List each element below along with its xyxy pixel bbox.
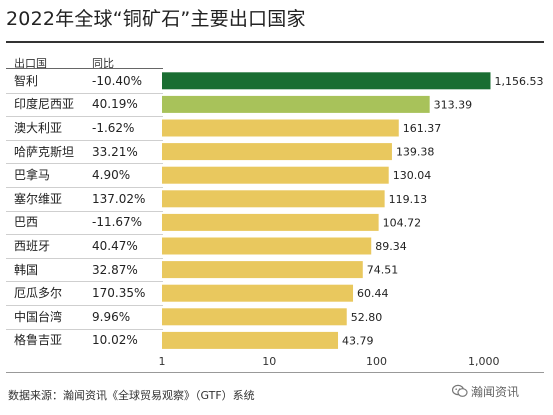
- watermark-text: 瀚闻资讯: [471, 385, 520, 399]
- row-divider: [6, 281, 163, 283]
- country-label: 中国台湾: [14, 309, 63, 324]
- country-label: 厄瓜多尔: [14, 286, 63, 301]
- country-label: 巴西: [14, 215, 39, 230]
- bar-value-label: 161.37: [403, 122, 442, 135]
- bar: [162, 72, 491, 90]
- country-label: 韩国: [14, 262, 39, 277]
- row-divider: [6, 163, 163, 165]
- row-divider: [6, 305, 163, 306]
- bar-value-label: 43.79: [342, 334, 374, 347]
- yoy-change: 9.96%: [92, 309, 131, 324]
- country-label: 西班牙: [14, 239, 51, 253]
- yoy-change: 4.90%: [92, 168, 131, 183]
- country-label: 智利: [14, 73, 39, 88]
- bar: [162, 308, 347, 326]
- yoy-change: 33.21%: [92, 144, 138, 159]
- yoy-change: 170.35%: [92, 286, 146, 301]
- yoy-change: -1.62%: [92, 121, 135, 135]
- bar: [162, 143, 392, 161]
- row-divider: [6, 92, 163, 94]
- column-header-change: 同比: [92, 57, 114, 70]
- bar-value-label: 139.38: [396, 146, 435, 159]
- bar-value-label: 1,156.53: [494, 75, 543, 88]
- bar: [162, 190, 385, 208]
- bar: [162, 237, 372, 255]
- x-tick-label: 1,000: [468, 355, 500, 368]
- column-header-country: 出口国: [14, 57, 47, 70]
- row-divider: [6, 328, 163, 330]
- yoy-change: 40.19%: [92, 97, 138, 112]
- bar-value-label: 130.04: [393, 169, 432, 182]
- yoy-change: -10.40%: [92, 73, 143, 88]
- bar-value-label: 104.72: [383, 216, 422, 229]
- x-tick-label: 10: [262, 355, 276, 368]
- bar: [162, 213, 379, 231]
- country-label: 哈萨克斯坦: [14, 144, 75, 159]
- bar-value-label: 313.39: [434, 98, 473, 111]
- bar-value-label: 119.13: [389, 193, 428, 206]
- country-label: 格鲁吉亚: [14, 333, 63, 348]
- row-divider: [6, 210, 163, 212]
- row-divider: [6, 257, 163, 259]
- row-divider: [6, 187, 163, 188]
- bar: [162, 95, 430, 113]
- country-label: 澳大利亚: [14, 121, 63, 135]
- bar-value-label: 74.51: [367, 264, 399, 277]
- yoy-change: 137.02%: [92, 191, 146, 206]
- footer-divider: [6, 372, 544, 373]
- wechat-icon: [451, 384, 468, 401]
- country-label: 塞尔维亚: [14, 191, 63, 206]
- bar-value-label: 60.44: [357, 287, 389, 300]
- data-source-note: 数据来源：瀚闻资讯《全球贸易观察》（GTF）系统: [8, 389, 255, 402]
- country-label: 巴拿马: [14, 168, 51, 183]
- bar-value-label: 52.80: [351, 311, 383, 324]
- title-divider: [6, 41, 544, 43]
- x-tick-label: 1: [159, 355, 166, 368]
- bar: [162, 331, 339, 349]
- header-divider: [6, 68, 163, 69]
- bar-value-label: 89.34: [375, 240, 407, 253]
- yoy-change: 40.47%: [92, 239, 138, 253]
- x-tick-label: 100: [366, 355, 387, 368]
- bar: [162, 166, 389, 184]
- yoy-change: -11.67%: [92, 215, 143, 230]
- yoy-change: 10.02%: [92, 333, 138, 348]
- bar: [162, 261, 363, 279]
- row-divider: [6, 139, 163, 141]
- yoy-change: 32.87%: [92, 262, 138, 277]
- chart-title: 2022年全球“铜矿石”主要出口国家: [6, 8, 306, 30]
- row-divider: [6, 234, 163, 236]
- watermark: 瀚闻资讯: [451, 383, 520, 401]
- country-label: 印度尼西亚: [14, 97, 75, 112]
- bar: [162, 284, 354, 302]
- bar: [162, 119, 399, 137]
- row-divider: [6, 116, 163, 118]
